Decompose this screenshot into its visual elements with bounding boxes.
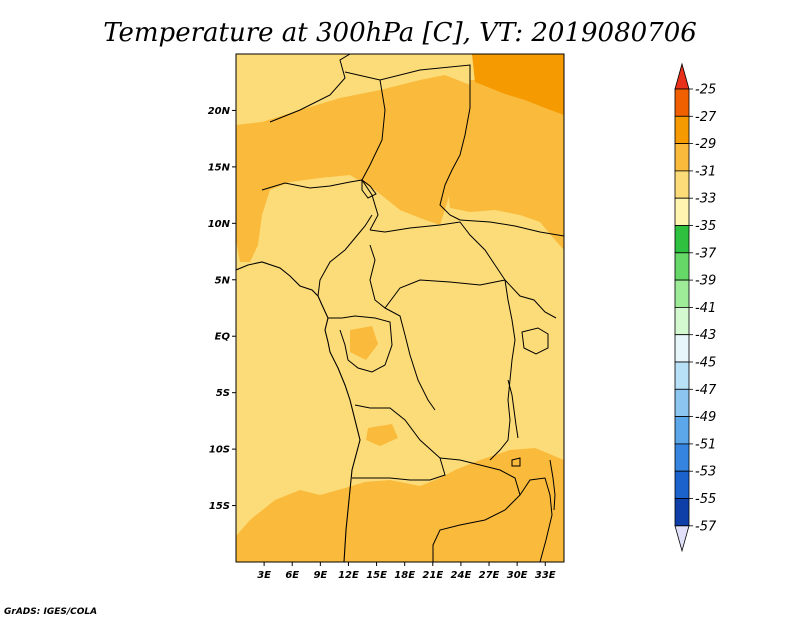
colorbar-segment: [674, 334, 690, 363]
colorbar-label: -33: [695, 192, 716, 207]
border-niger-nigeria: [261, 179, 363, 191]
border-sudan-southsudan: [459, 219, 564, 237]
y-tick-label: EQ: [215, 332, 231, 343]
map-frame: [235, 53, 565, 563]
colorbar-label: -45: [695, 356, 716, 371]
y-tick-label: 5S: [216, 388, 230, 399]
x-tick-label: 33E: [535, 570, 556, 581]
border-mozambique: [519, 477, 553, 562]
field-warm-sahel-west: [236, 75, 470, 262]
colorbar-segment: [674, 443, 690, 472]
colorbar-segment: [674, 252, 690, 281]
x-tick-label: 18E: [394, 570, 415, 581]
border-gabon-congo: [328, 315, 393, 373]
colorbar-segment: [674, 416, 690, 445]
colorbar-segment: [674, 388, 690, 417]
x-tick-label: 9E: [313, 570, 327, 581]
colorbar-label: -31: [695, 164, 716, 179]
field-warm-blob-2: [366, 424, 398, 446]
colorbar-label: -27: [695, 110, 717, 125]
colorbar-segment: [674, 361, 690, 390]
colorbar-segment: [674, 470, 690, 499]
border-zambia: [432, 457, 521, 562]
y-axis: 20N 15N 10N 5N EQ 5S 10S 15S: [208, 106, 236, 512]
x-tick-label: 12E: [338, 570, 359, 581]
colorbar-label: -41: [695, 301, 716, 316]
x-tick-label: 21E: [422, 570, 443, 581]
field-warm-north-west: [236, 122, 270, 165]
x-tick-label: 6E: [285, 570, 299, 581]
colorbar-label: -43: [695, 328, 716, 343]
colorbar-label: -49: [695, 410, 716, 425]
colorbar-label: -53: [695, 465, 716, 480]
colorbar-segment: [674, 279, 690, 308]
colorbar-segment: [674, 197, 690, 226]
colorbar-segment: [674, 170, 690, 199]
field-hot-northeast: [472, 54, 564, 115]
grads-credit: GrADS: IGES/COLA: [4, 607, 97, 617]
colorbar-label: -47: [695, 383, 717, 398]
field-warm-south: [236, 448, 564, 562]
figure-title: Temperature at 300hPa [C], VT: 201908070…: [103, 18, 697, 48]
colorbar-label: -35: [695, 219, 716, 234]
x-tick-label: 27E: [479, 570, 500, 581]
lake-chad: [361, 179, 377, 199]
x-tick-label: 15E: [366, 570, 387, 581]
y-tick-label: 10N: [208, 219, 231, 230]
colorbar-segment: [674, 225, 690, 254]
border-chad-west: [361, 79, 386, 231]
colorbar-label: -51: [695, 437, 716, 452]
geographic-lines: [236, 54, 564, 562]
border-angola: [352, 404, 446, 481]
lake-tanganyika: [507, 379, 519, 439]
temperature-field: [236, 54, 564, 562]
colorbar-label: -55: [695, 492, 716, 507]
colorbar-label: -37: [695, 246, 717, 261]
colorbar-segment: [674, 306, 690, 336]
lake-malawi: [549, 459, 556, 511]
y-tick-label: 15N: [208, 162, 231, 173]
lake-kivu: [511, 457, 521, 467]
colorbar-label: -29: [695, 137, 716, 152]
border-south-sudan: [504, 279, 557, 319]
border-chad-east: [439, 107, 471, 221]
colorbar-bottom-arrow: [674, 525, 690, 553]
x-axis: 3E 6E 9E 12E 15E 18E 21E 24E 27E 30E 33E: [257, 562, 556, 581]
colorbar-label: -39: [695, 274, 716, 289]
colorbar-segment: [674, 143, 690, 172]
colorbar-segment: [674, 88, 690, 117]
map-panel: 3E 6E 9E 12E 15E 18E 21E 24E 27E 30E 33E 20N 15N 10N…: [208, 53, 565, 581]
y-tick-label: 10S: [209, 445, 230, 456]
colorbar-label: -57: [695, 519, 717, 534]
border-nigeria-cameroon: [317, 214, 373, 297]
x-tick-label: 24E: [451, 570, 472, 581]
border-libya-chad: [344, 64, 471, 108]
y-tick-label: 15S: [209, 501, 230, 512]
field-warm-blob-1: [350, 326, 378, 360]
border-drc-north: [384, 307, 436, 411]
x-tick-label: 3E: [257, 570, 271, 581]
colorbar: -25 -27 -29 -31 -33 -35 -37 -39 -41 -43 -45 -47 -49 -…: [674, 62, 717, 553]
colorbar-segment: [674, 498, 690, 527]
coastline-west-africa: [236, 261, 361, 562]
lake-victoria: [521, 327, 549, 355]
y-tick-label: 20N: [208, 106, 231, 117]
x-tick-label: 30E: [507, 570, 528, 581]
border-car: [369, 221, 506, 309]
border-sahara-west: [269, 54, 351, 123]
y-tick-label: 5N: [215, 275, 231, 286]
field-warm-sahel-east: [448, 80, 564, 250]
colorbar-label: -25: [695, 83, 716, 98]
colorbar-top-arrow: [674, 62, 690, 90]
colorbar-segment: [674, 115, 690, 145]
border-drc-east: [489, 279, 516, 461]
